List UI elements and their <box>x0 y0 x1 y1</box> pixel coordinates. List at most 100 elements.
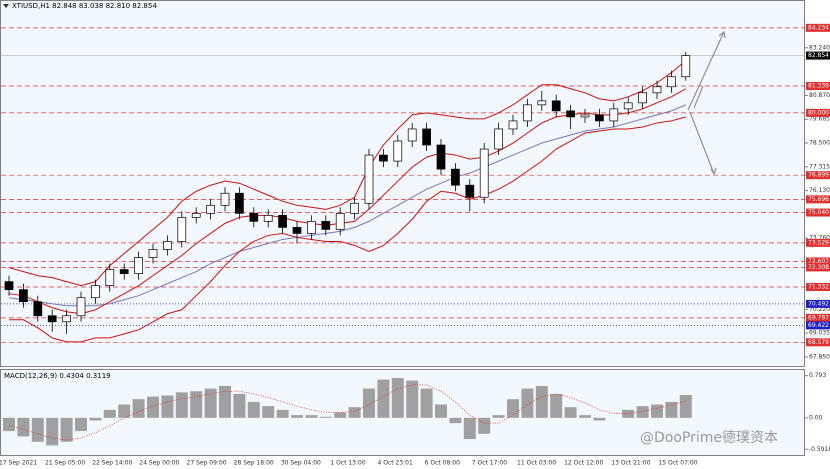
macd-bar <box>31 417 44 442</box>
x-tick-label: 4 Oct 23:01 <box>377 460 412 467</box>
candle-body <box>263 214 273 222</box>
upper-band <box>8 60 687 287</box>
level-label: 69.797 <box>808 314 829 321</box>
candle-body <box>76 297 86 317</box>
y-tick-label: 0.793 <box>809 372 826 379</box>
macd-bar <box>262 406 275 418</box>
level-label: 72.607 <box>808 258 829 265</box>
candle-body <box>335 212 345 230</box>
lower-band <box>9 116 686 343</box>
macd-bar <box>463 417 476 440</box>
candle-body <box>350 202 359 214</box>
macd-bar <box>334 412 347 418</box>
level-label-box <box>806 108 830 117</box>
candle-body <box>91 285 100 299</box>
y-tick-label: 80.870 <box>809 92 830 99</box>
y-tick-label: 70.220 <box>809 306 830 313</box>
candle-body <box>407 128 417 142</box>
macd-bar <box>291 415 303 418</box>
y-tick-label: -0.5918 <box>809 446 830 453</box>
x-tick-label: 21 Sep 05:00 <box>45 460 85 467</box>
level-label-box <box>806 338 830 347</box>
candle-body <box>667 76 676 88</box>
candle-body <box>537 100 547 106</box>
macd-bar <box>118 404 131 418</box>
candle-body <box>393 140 403 162</box>
y-tick-label: 67.850 <box>809 353 830 360</box>
macd-bar <box>175 392 188 418</box>
macd-bar <box>46 417 59 446</box>
macd-bar <box>60 417 73 442</box>
candle-body <box>436 144 446 170</box>
macd-bar <box>435 404 447 418</box>
menu-icon[interactable] <box>3 4 9 8</box>
y-tick-label: 77.315 <box>809 163 830 170</box>
macd-bar <box>204 388 217 418</box>
candle-body <box>206 204 215 214</box>
arrow-up <box>687 31 725 111</box>
candle-body <box>508 120 518 130</box>
x-tick-label: 30 Sep 04:00 <box>281 460 321 467</box>
x-tick-label: 1 Oct 13:00 <box>330 460 365 467</box>
level-label-box <box>806 238 830 247</box>
x-tick-label: 13 Oct 21:00 <box>611 460 650 467</box>
x-tick-label: 15 Oct 07:00 <box>658 460 697 467</box>
level-label-box <box>806 23 830 32</box>
y-tick-label: 83.240 <box>809 44 830 51</box>
macd-bar <box>535 385 548 418</box>
macd-bar <box>593 417 606 421</box>
level-label-box <box>806 263 830 272</box>
candle-body <box>623 102 633 110</box>
level-label: 81.339 <box>808 82 829 89</box>
level-label: 75.696 <box>808 196 829 203</box>
level-label-box <box>806 299 830 308</box>
level-label: 80.000 <box>808 109 829 116</box>
candle-body <box>278 214 287 228</box>
level-label: 75.040 <box>808 209 829 216</box>
macd-bar <box>478 417 491 434</box>
macd-bar <box>492 415 505 418</box>
chart-title: XTIUSD,H1 82.848 83.038 82.810 82.854 <box>12 2 157 10</box>
x-tick-label: 6 Oct 08:00 <box>425 460 460 467</box>
x-tick-label: 17 Sep 2021 <box>0 460 37 467</box>
macd-bar <box>247 401 260 418</box>
candle-body <box>566 110 575 118</box>
level-label: 69.422 <box>808 322 829 329</box>
candle-body <box>33 301 43 317</box>
macd-bar <box>363 388 375 418</box>
macd-title: MACD(12,26,9) 0.4304 0.3119 <box>4 372 111 380</box>
y-tick-label: 79.685 <box>809 116 830 123</box>
level-label-box <box>806 171 830 180</box>
macd-bar <box>75 417 87 432</box>
x-tick-label: 11 Oct 03:00 <box>517 460 556 467</box>
y-tick-label: 78.500 <box>809 140 830 147</box>
level-label-box <box>806 257 830 266</box>
macd-bar <box>579 415 591 418</box>
arrow-head <box>710 167 717 176</box>
candle-body <box>422 128 431 146</box>
last-price-box <box>806 51 830 60</box>
y-tick-label: 69.035 <box>809 330 830 337</box>
macd-bar <box>305 415 318 418</box>
candle-body <box>235 192 244 214</box>
level-label-box <box>806 321 830 330</box>
macd-bar <box>190 391 203 418</box>
candle-body <box>465 184 475 198</box>
x-tick-label: 24 Sep 00:00 <box>139 460 179 467</box>
macd-bar <box>161 395 174 418</box>
x-tick-label: 12 Oct 12:00 <box>564 460 603 467</box>
candle-body <box>62 315 71 323</box>
x-tick-label: 28 Sep 18:00 <box>234 460 274 467</box>
macd-bar <box>377 379 390 418</box>
level-label: 71.332 <box>808 284 829 291</box>
macd-bar <box>622 409 635 418</box>
macd-bar <box>679 394 692 418</box>
macd-bar <box>348 407 361 418</box>
candle-body <box>451 168 460 186</box>
candle-body <box>292 227 302 234</box>
candle-body <box>163 241 172 250</box>
moving-average <box>8 104 686 307</box>
candle-body <box>134 257 143 274</box>
level-label: 72.308 <box>808 264 829 271</box>
